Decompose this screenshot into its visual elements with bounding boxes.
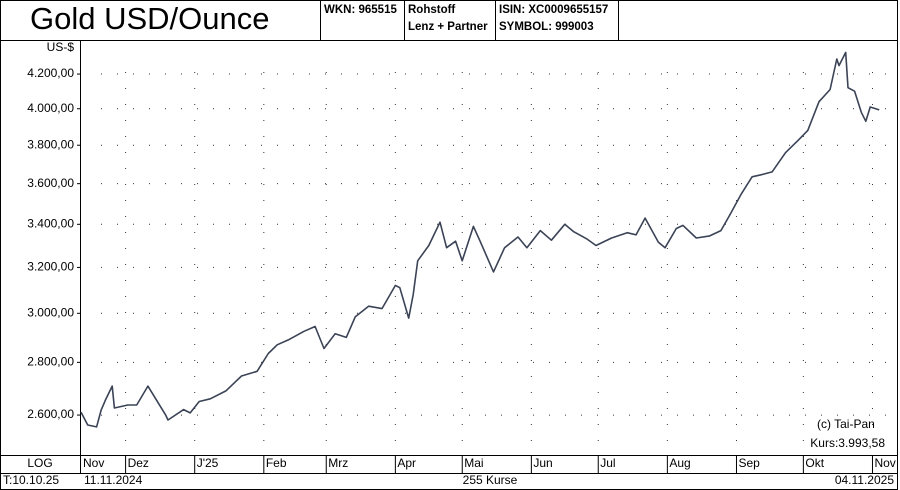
- scale-label: LOG: [27, 456, 52, 470]
- price-line: [80, 51, 880, 428]
- y-tick-label: 3.200,00: [27, 260, 74, 274]
- category: Rohstoff: [408, 4, 455, 16]
- x-tick-label: Aug: [669, 456, 690, 470]
- x-tick-label: Feb: [266, 456, 287, 470]
- y-tick-label: 4.200,00: [27, 66, 74, 80]
- symbol: SYMBOL: 999003: [499, 21, 594, 33]
- y-tick-label: 3.400,00: [27, 216, 74, 230]
- copyright: (c) Tai-Pan: [817, 417, 875, 431]
- x-tick-label: Jun: [533, 456, 552, 470]
- last-price: Kurs:3.993,58: [810, 436, 885, 450]
- x-tick-label: Okt: [805, 456, 824, 470]
- y-tick-label: 3.600,00: [27, 176, 74, 190]
- end-label: 04.11.2025: [835, 473, 894, 487]
- start-label: 11.11.2024: [84, 473, 143, 487]
- x-tick-label: Nov: [874, 456, 895, 470]
- x-tick-label: Sep: [738, 456, 760, 470]
- y-tick-label: 2.800,00: [27, 355, 74, 369]
- count-label: 255 Kurse: [463, 473, 518, 487]
- x-tick-label: J'25: [197, 456, 219, 470]
- title: Gold USD/Ounce: [30, 1, 270, 36]
- y-tick-label: 3.000,00: [27, 305, 74, 319]
- y-tick-label: 3.800,00: [27, 137, 74, 151]
- x-tick-label: Mrz: [328, 456, 348, 470]
- x-tick-label: Dez: [128, 456, 149, 470]
- x-tick-label: Nov: [83, 456, 104, 470]
- y-tick-label: 4.000,00: [27, 101, 74, 115]
- x-tick-label: Apr: [397, 456, 416, 470]
- x-tick-label: Jul: [600, 456, 615, 470]
- wkn: WKN: 965515: [324, 4, 397, 16]
- y-tick-label: 2.600,00: [27, 407, 74, 421]
- isin: ISIN: XC0009655157: [499, 4, 608, 16]
- x-tick-label: Mai: [464, 456, 483, 470]
- source: Lenz + Partner: [408, 21, 488, 33]
- y-unit: US-$: [47, 40, 75, 54]
- date-label: T:10.10.25: [3, 473, 59, 487]
